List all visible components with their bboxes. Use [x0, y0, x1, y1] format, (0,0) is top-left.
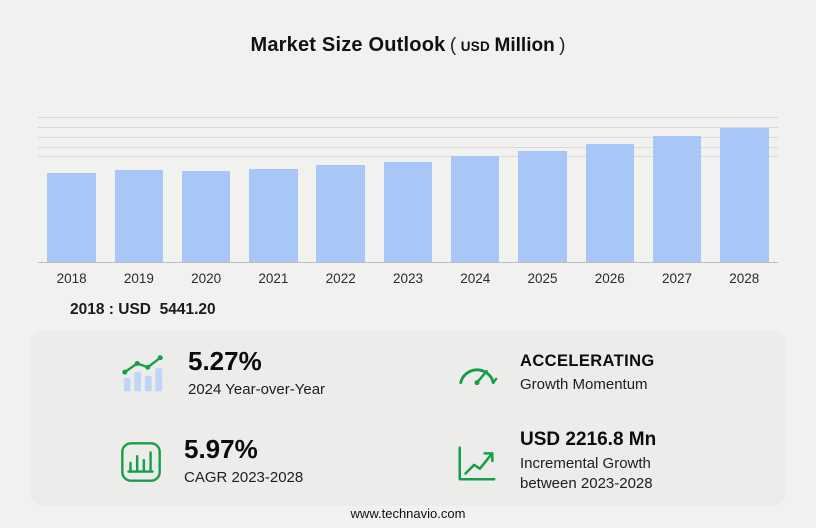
title-paren-open: ( — [450, 35, 456, 56]
gridline — [38, 117, 778, 118]
yoy-value: 5.27% — [188, 348, 325, 375]
momentum-label: Growth Momentum — [520, 375, 655, 395]
growth-arrow-icon — [454, 439, 500, 485]
bar-2028 — [720, 128, 768, 262]
x-tick-2018: 2018 — [38, 271, 105, 286]
bar-2021 — [249, 169, 297, 262]
stat-incremental: USD 2216.8 Mn Incremental Growth between… — [408, 418, 786, 506]
x-tick-2020: 2020 — [173, 271, 240, 286]
bar-column — [711, 115, 778, 262]
bar-2027 — [653, 136, 701, 262]
infographic-page: Market Size Outlook ( USD Million ) 2018… — [0, 0, 816, 528]
bar-2018 — [47, 173, 95, 262]
x-tick-2028: 2028 — [711, 271, 778, 286]
bar-column — [643, 115, 710, 262]
x-tick-2019: 2019 — [105, 271, 172, 286]
bar-2023 — [384, 162, 432, 262]
incremental-label-line1: Incremental Growth — [520, 454, 656, 474]
chart-title-text: Market Size Outlook — [251, 34, 446, 56]
x-tick-2026: 2026 — [576, 271, 643, 286]
speedometer-icon — [454, 351, 500, 397]
x-tick-2022: 2022 — [307, 271, 374, 286]
title-scale-unit: Million — [495, 35, 555, 56]
cagr-label: CAGR 2023-2028 — [184, 468, 303, 488]
incremental-value: USD 2216.8 Mn — [520, 430, 656, 450]
stat-yoy: 5.27% 2024 Year-over-Year — [30, 330, 408, 418]
stats-panel: 5.27% 2024 Year-over-Year ACCELERATING G… — [30, 330, 786, 506]
chart-title: Market Size Outlook ( USD Million ) — [0, 0, 816, 57]
stat-momentum: ACCELERATING Growth Momentum — [408, 330, 786, 418]
chart-box-icon — [118, 439, 164, 485]
stat-cagr: 5.97% CAGR 2023-2028 — [30, 418, 408, 506]
cagr-value: 5.97% — [184, 436, 303, 463]
bar-2022 — [316, 165, 364, 262]
bar-chart-trend-icon — [118, 351, 168, 397]
bar-chart: 2018201920202021202220232024202520262027… — [38, 115, 778, 286]
bar-2024 — [451, 156, 499, 262]
x-tick-2027: 2027 — [643, 271, 710, 286]
incremental-label-line2: between 2023-2028 — [520, 474, 656, 494]
momentum-value: ACCELERATING — [520, 353, 655, 370]
base-year-value-label: 2018 : USD 5441.20 — [70, 301, 816, 319]
x-axis-labels: 2018201920202021202220232024202520262027… — [38, 271, 778, 286]
plot-area — [38, 115, 778, 263]
title-currency-unit: USD — [461, 39, 490, 54]
x-tick-2025: 2025 — [509, 271, 576, 286]
gridline — [38, 127, 778, 128]
bar-2020 — [182, 171, 230, 262]
yoy-label: 2024 Year-over-Year — [188, 380, 325, 400]
bar-2026 — [586, 144, 634, 262]
x-tick-2024: 2024 — [442, 271, 509, 286]
title-paren-close: ) — [559, 35, 565, 56]
bar-2019 — [115, 170, 163, 262]
website-link[interactable]: www.technavio.com — [0, 506, 816, 521]
bar-2025 — [518, 151, 566, 262]
x-tick-2021: 2021 — [240, 271, 307, 286]
x-tick-2023: 2023 — [374, 271, 441, 286]
